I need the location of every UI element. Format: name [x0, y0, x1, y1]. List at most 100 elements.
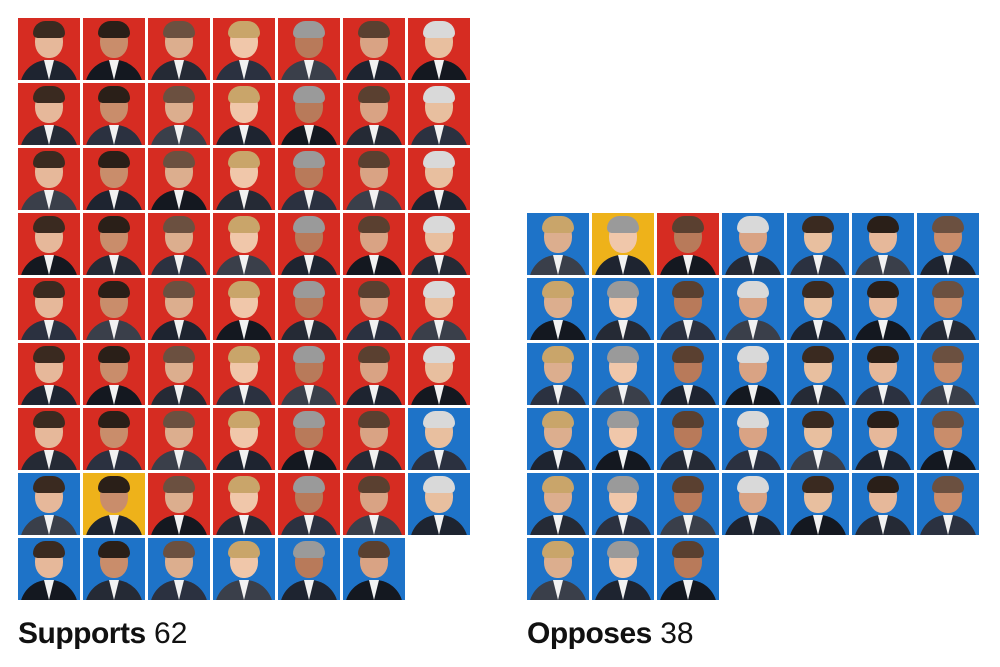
portrait-hair — [228, 216, 260, 233]
senator-tile-republican — [408, 83, 470, 145]
senator-tile-democrat — [787, 473, 849, 535]
portrait-collar — [434, 320, 444, 340]
portrait-collar — [109, 450, 119, 470]
portrait-collar — [683, 515, 693, 535]
portrait-hair — [672, 476, 704, 493]
senator-tile-republican — [83, 343, 145, 405]
portrait-collar — [239, 60, 249, 80]
portrait-hair — [98, 21, 130, 38]
portrait-collar — [109, 190, 119, 210]
portrait-hair — [607, 541, 639, 558]
portrait-collar — [304, 515, 314, 535]
senator-tile-democrat — [657, 408, 719, 470]
senator-tile-republican — [18, 148, 80, 210]
portrait-hair — [163, 541, 195, 558]
portrait-hair — [228, 151, 260, 168]
senator-tile-democrat — [592, 473, 654, 535]
senator-tile-democrat — [787, 278, 849, 340]
senator-tile-republican — [343, 278, 405, 340]
senator-tile-democrat — [213, 538, 275, 600]
portrait-hair — [358, 411, 390, 428]
portrait-collar — [943, 515, 953, 535]
portrait-collar — [239, 385, 249, 405]
portrait-collar — [44, 60, 54, 80]
opposes-label-text: Opposes — [527, 617, 652, 650]
portrait-collar — [878, 450, 888, 470]
portrait-collar — [369, 190, 379, 210]
senator-tile-democrat — [592, 343, 654, 405]
portrait-hair — [932, 281, 964, 298]
portrait-hair — [98, 281, 130, 298]
portrait-hair — [932, 216, 964, 233]
senator-tile-republican — [343, 473, 405, 535]
portrait-collar — [44, 320, 54, 340]
senator-tile-democrat — [408, 408, 470, 470]
senator-tile-republican — [18, 83, 80, 145]
portrait-collar — [174, 190, 184, 210]
senator-tile-republican — [343, 213, 405, 275]
supports-label: Supports 62 — [18, 614, 187, 654]
portrait-hair — [293, 216, 325, 233]
opposes-count: 38 — [660, 617, 694, 650]
senator-tile-republican — [148, 278, 210, 340]
portrait-collar — [683, 255, 693, 275]
portrait-collar — [44, 580, 54, 600]
senator-tile-democrat — [852, 408, 914, 470]
portrait-collar — [369, 255, 379, 275]
senator-tile-democrat — [657, 473, 719, 535]
portrait-collar — [813, 255, 823, 275]
senator-tile-democrat — [83, 538, 145, 600]
portrait-collar — [748, 515, 758, 535]
senator-tile-republican — [343, 148, 405, 210]
portrait-hair — [98, 541, 130, 558]
senator-tile-democrat — [527, 343, 589, 405]
portrait-collar — [683, 385, 693, 405]
portrait-collar — [434, 255, 444, 275]
portrait-hair — [737, 346, 769, 363]
portrait-hair — [163, 151, 195, 168]
portrait-collar — [44, 125, 54, 145]
portrait-collar — [878, 255, 888, 275]
portrait-collar — [174, 515, 184, 535]
portrait-hair — [163, 476, 195, 493]
senator-tile-democrat — [852, 213, 914, 275]
portrait-collar — [369, 450, 379, 470]
portrait-hair — [932, 411, 964, 428]
senator-tile-republican — [148, 18, 210, 80]
senator-tile-republican — [408, 213, 470, 275]
senator-tile-republican — [278, 213, 340, 275]
portrait-hair — [358, 476, 390, 493]
portrait-hair — [607, 346, 639, 363]
portrait-collar — [683, 580, 693, 600]
portrait-hair — [607, 411, 639, 428]
portrait-collar — [618, 385, 628, 405]
senator-tile-republican — [278, 408, 340, 470]
portrait-collar — [44, 385, 54, 405]
portrait-collar — [44, 255, 54, 275]
portrait-collar — [44, 515, 54, 535]
senator-tile-republican — [83, 148, 145, 210]
portrait-collar — [748, 450, 758, 470]
senator-tile-republican — [83, 408, 145, 470]
portrait-collar — [109, 385, 119, 405]
portrait-hair — [867, 281, 899, 298]
portrait-collar — [304, 580, 314, 600]
portrait-hair — [293, 346, 325, 363]
senator-tile-independent — [83, 473, 145, 535]
portrait-hair — [33, 21, 65, 38]
portrait-collar — [174, 450, 184, 470]
portrait-hair — [542, 281, 574, 298]
portrait-hair — [737, 411, 769, 428]
portrait-hair — [33, 476, 65, 493]
portrait-collar — [618, 255, 628, 275]
portrait-collar — [109, 515, 119, 535]
portrait-hair — [228, 541, 260, 558]
portrait-collar — [109, 255, 119, 275]
senator-tile-democrat — [18, 538, 80, 600]
senator-tile-republican — [18, 408, 80, 470]
portrait-hair — [423, 86, 455, 103]
senator-tile-republican — [343, 408, 405, 470]
senator-tile-democrat — [408, 473, 470, 535]
portrait-collar — [109, 60, 119, 80]
